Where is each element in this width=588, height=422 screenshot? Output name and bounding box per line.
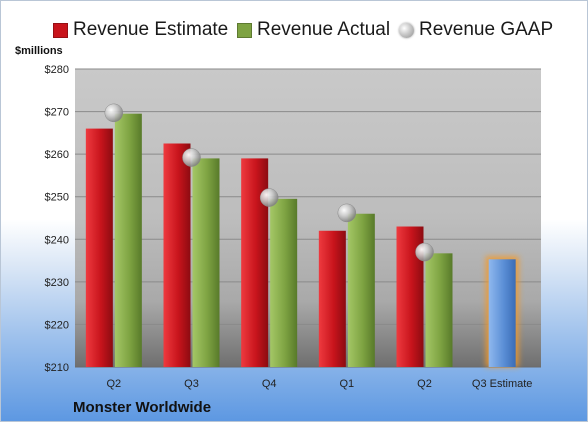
- gaap-point: [104, 103, 124, 123]
- legend-item-estimate: Revenue Estimate: [53, 17, 228, 43]
- bar-estimate: [318, 230, 346, 367]
- x-tick-label: Q2: [106, 378, 121, 390]
- x-tick-label: Q3: [184, 378, 199, 390]
- y-tick-label: $210: [45, 362, 69, 374]
- x-tick-label: Q1: [339, 378, 354, 390]
- y-tick-label: $260: [45, 149, 69, 161]
- x-tick-label: Q3 Estimate: [472, 378, 533, 390]
- bar-actual: [425, 253, 453, 367]
- y-tick-label: $250: [45, 192, 69, 204]
- legend-swatch-actual: [237, 22, 252, 38]
- bar-estimate: [85, 128, 113, 367]
- x-tick-label: Q2: [417, 378, 432, 390]
- bar-estimate: [163, 143, 191, 367]
- x-tick-label: Q4: [262, 378, 277, 390]
- legend-label-estimate: Revenue Estimate: [73, 19, 229, 40]
- legend-item-actual: Revenue Actual: [237, 17, 390, 43]
- y-tick-label: $220: [45, 319, 69, 331]
- gaap-point: [259, 188, 279, 207]
- legend: Revenue Estimate Revenue Actual Revenue …: [1, 17, 587, 43]
- bar-actual: [347, 213, 375, 367]
- gaap-point: [337, 203, 357, 223]
- bar-forecast: [488, 259, 516, 367]
- legend-label-actual: Revenue Actual: [257, 19, 391, 40]
- gaap-point: [415, 242, 434, 262]
- bar-actual: [270, 198, 298, 367]
- y-tick-label: $280: [45, 64, 69, 76]
- y-tick-label: $240: [45, 234, 69, 246]
- company-name: Monster Worldwide: [73, 399, 212, 416]
- bar-actual: [114, 113, 142, 367]
- bar-estimate: [241, 158, 269, 367]
- y-axis-unit-label: $millions: [15, 45, 63, 57]
- bar-actual: [192, 158, 220, 367]
- legend-item-gaap: Revenue GAAP: [399, 17, 553, 43]
- legend-marker-gaap: [399, 22, 414, 38]
- legend-swatch-estimate: [53, 22, 68, 38]
- legend-label-gaap: Revenue GAAP: [419, 19, 554, 40]
- plot-area: [75, 69, 541, 367]
- y-tick-label: $270: [45, 107, 69, 119]
- y-tick-label: $230: [45, 277, 69, 289]
- gaap-point: [182, 148, 201, 167]
